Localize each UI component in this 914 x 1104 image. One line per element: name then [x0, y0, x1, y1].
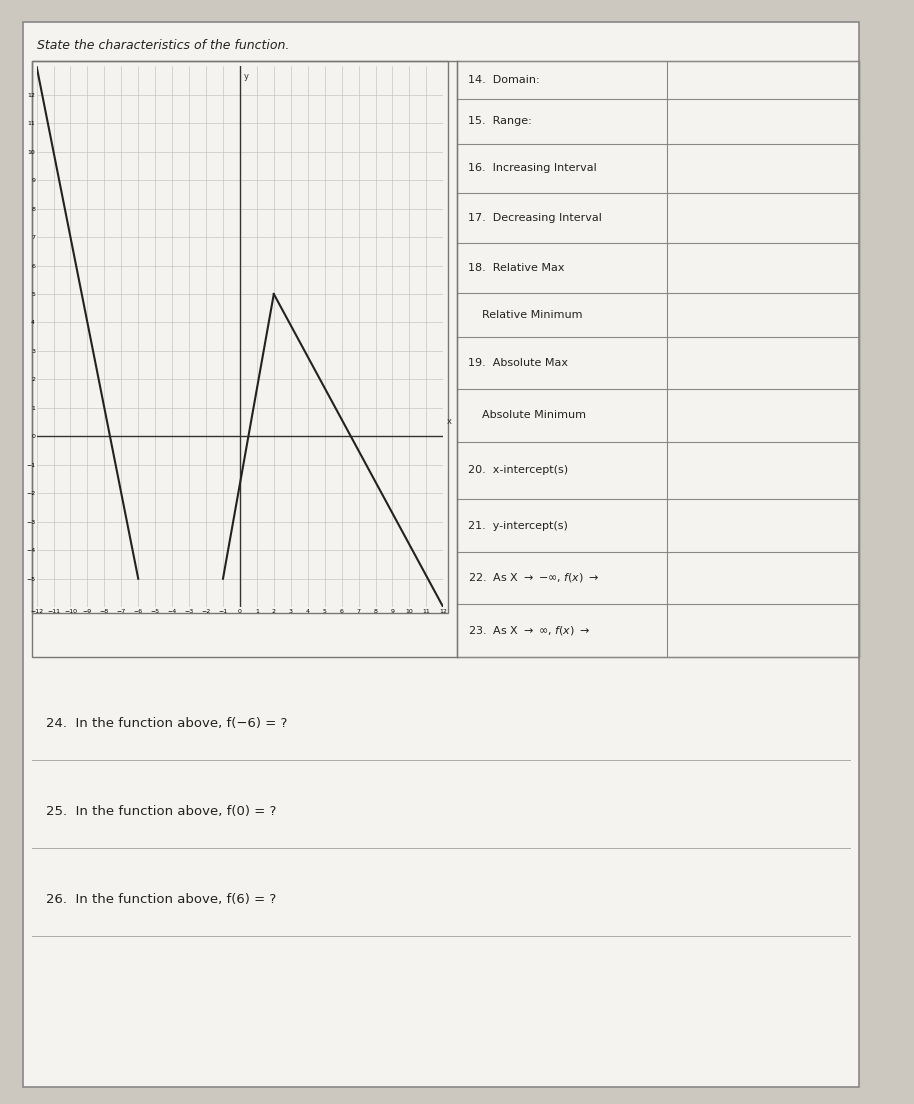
Text: y: y — [244, 72, 250, 81]
Text: 26.  In the function above, f(6) = ?: 26. In the function above, f(6) = ? — [46, 893, 276, 906]
Text: 16.  Increasing Interval: 16. Increasing Interval — [468, 163, 597, 173]
Text: 24.  In the function above, f(−6) = ?: 24. In the function above, f(−6) = ? — [46, 716, 287, 730]
Text: 22.  As X $\rightarrow$ $-\infty$, $f(x)$ $\rightarrow$: 22. As X $\rightarrow$ $-\infty$, $f(x)$… — [468, 572, 600, 584]
Text: 23.  As X $\rightarrow$ $\infty$, $f(x)$ $\rightarrow$: 23. As X $\rightarrow$ $\infty$, $f(x)$ … — [468, 624, 590, 637]
Text: x: x — [447, 417, 452, 426]
Text: 19.  Absolute Max: 19. Absolute Max — [468, 358, 568, 368]
Bar — [32, 61, 859, 657]
Text: Absolute Minimum: Absolute Minimum — [468, 410, 586, 421]
Text: 21.  y-intercept(s): 21. y-intercept(s) — [468, 520, 568, 531]
Text: 25.  In the function above, f(0) = ?: 25. In the function above, f(0) = ? — [46, 805, 276, 818]
Text: 17.  Decreasing Interval: 17. Decreasing Interval — [468, 213, 601, 223]
Text: 20.  x-intercept(s): 20. x-intercept(s) — [468, 465, 569, 476]
Text: Relative Minimum: Relative Minimum — [468, 309, 582, 320]
Text: 14.  Domain:: 14. Domain: — [468, 75, 539, 85]
Text: State the characteristics of the function.: State the characteristics of the functio… — [37, 39, 289, 52]
Bar — [32, 61, 448, 613]
Text: 18.  Relative Max: 18. Relative Max — [468, 263, 565, 273]
Text: 15.  Range:: 15. Range: — [468, 116, 532, 127]
